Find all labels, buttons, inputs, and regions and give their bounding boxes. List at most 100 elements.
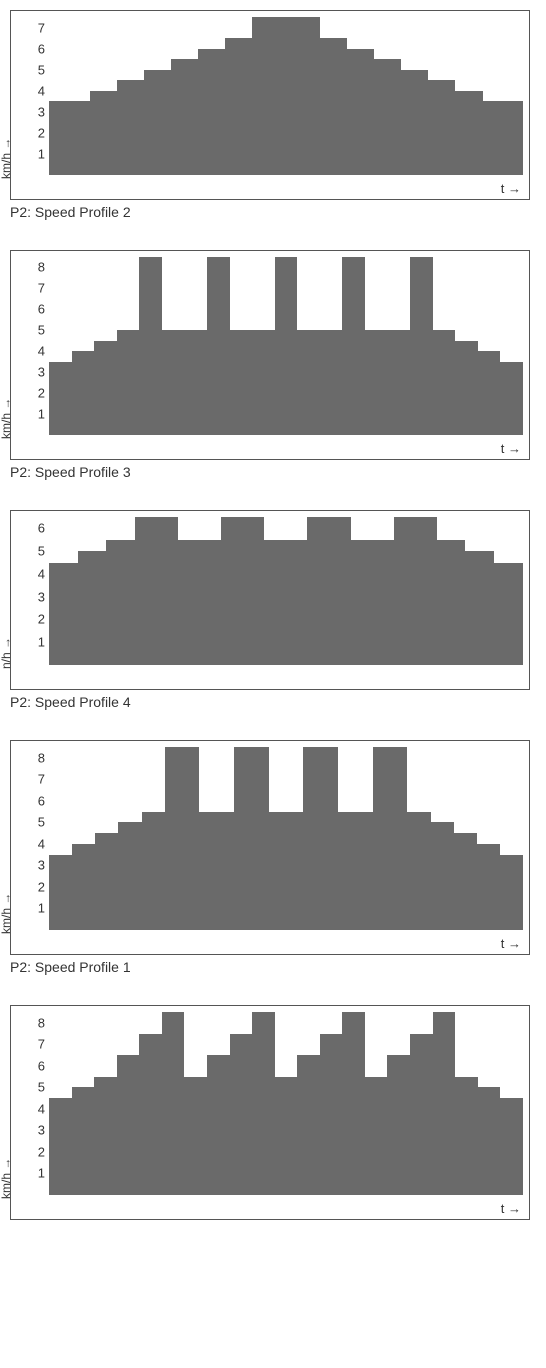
chart-body — [49, 17, 523, 175]
y-axis: 12345678 — [11, 747, 49, 930]
bar — [327, 747, 339, 930]
bar — [376, 1077, 387, 1195]
bar — [331, 1034, 342, 1195]
y-axis: 12345678 — [11, 257, 49, 435]
chart-frame: 1234567km/h →t → — [10, 10, 530, 200]
bar — [130, 822, 142, 930]
bar — [257, 747, 269, 930]
bar — [387, 330, 398, 435]
bar — [49, 1098, 60, 1195]
bar — [379, 540, 393, 665]
bar — [230, 330, 241, 435]
bar — [488, 844, 500, 930]
bar — [176, 747, 188, 930]
bar — [354, 1012, 365, 1195]
bar — [292, 812, 304, 930]
y-tick: 4 — [15, 83, 45, 98]
bar — [207, 1055, 218, 1195]
bar — [421, 1034, 432, 1195]
bar — [421, 257, 432, 435]
bar — [376, 330, 387, 435]
chart-frame: 12345678km/h →t → — [10, 250, 530, 460]
chart-caption: P2: Speed Profile 2 — [10, 204, 536, 220]
y-tick: 1 — [15, 1166, 45, 1181]
bar — [162, 1012, 173, 1195]
chart-caption: P2: Speed Profile 4 — [10, 694, 536, 710]
chart-block: 12345678km/h →t →P2: Speed Profile 3 — [10, 250, 536, 480]
bar — [246, 747, 258, 930]
y-tick: 3 — [15, 589, 45, 604]
bar — [225, 38, 239, 175]
bar — [128, 330, 139, 435]
y-tick: 8 — [15, 750, 45, 765]
y-tick: 7 — [15, 281, 45, 296]
y-tick: 4 — [15, 344, 45, 359]
bar — [222, 812, 234, 930]
bar — [49, 563, 63, 665]
bar — [61, 855, 73, 930]
bar — [117, 1055, 128, 1195]
bar — [286, 257, 297, 435]
bar — [94, 341, 105, 435]
bar — [199, 812, 211, 930]
bar — [236, 517, 250, 665]
bar — [354, 257, 365, 435]
bar — [477, 844, 489, 930]
bar — [466, 1077, 477, 1195]
y-axis-label: km/h → — [0, 138, 13, 179]
chart-body — [49, 517, 523, 665]
bar — [496, 101, 510, 175]
bar — [444, 330, 455, 435]
bar — [465, 551, 479, 665]
y-tick: 2 — [15, 612, 45, 627]
chart-body — [49, 1012, 523, 1195]
bar — [303, 747, 315, 930]
bar — [184, 59, 198, 175]
bar — [60, 362, 71, 435]
bars-row — [49, 747, 523, 930]
bar — [365, 1077, 376, 1195]
bar — [275, 257, 286, 435]
bar — [135, 517, 149, 665]
x-axis-label: t → — [501, 441, 521, 456]
bar — [466, 341, 477, 435]
y-tick: 5 — [15, 62, 45, 77]
chart-block: 1234567km/h →t → P2: Speed Profile 2 — [10, 10, 536, 220]
bar — [105, 1077, 116, 1195]
bar — [103, 91, 117, 175]
bar — [384, 747, 396, 930]
bar — [308, 330, 319, 435]
bar — [500, 1098, 511, 1195]
bar — [142, 812, 154, 930]
y-tick: 8 — [15, 1015, 45, 1030]
bar — [118, 822, 130, 930]
bar — [121, 540, 135, 665]
bar — [269, 812, 281, 930]
bar — [72, 844, 84, 930]
bar — [76, 101, 90, 175]
y-tick: 3 — [15, 365, 45, 380]
y-axis-label: km/h → — [0, 1158, 13, 1199]
bar — [410, 257, 421, 435]
chart-block: 12345678km/h →t → — [10, 1005, 536, 1220]
bar — [107, 833, 119, 930]
y-tick: 6 — [15, 521, 45, 536]
bar — [49, 362, 60, 435]
bar — [150, 517, 164, 665]
bar — [454, 833, 466, 930]
bar — [196, 1077, 207, 1195]
bar — [293, 17, 307, 175]
bar — [128, 1055, 139, 1195]
bar — [117, 80, 131, 175]
bar — [338, 812, 350, 930]
bar — [196, 330, 207, 435]
y-tick: 8 — [15, 260, 45, 275]
bar — [263, 330, 274, 435]
bar — [342, 257, 353, 435]
bar — [451, 540, 465, 665]
chart-block: 123456n/h →P2: Speed Profile 4 — [10, 510, 536, 710]
bar — [336, 517, 350, 665]
bar — [407, 812, 419, 930]
bar — [333, 38, 347, 175]
bar — [422, 517, 436, 665]
